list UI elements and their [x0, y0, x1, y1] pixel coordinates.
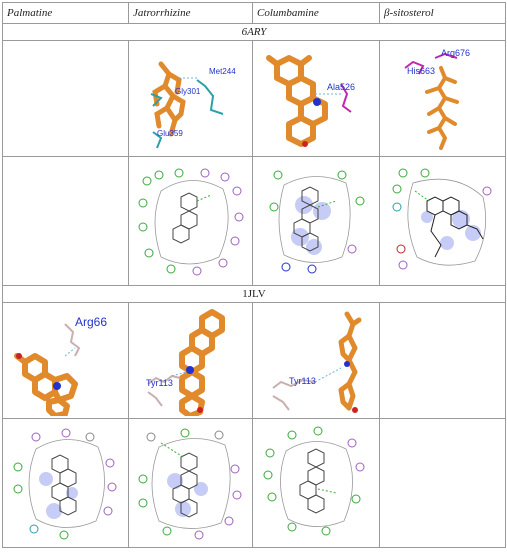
cell-6ary-columbamine-3d: Ala526 [252, 40, 380, 157]
docking-3d-columbamine-1jlv: Tyr113 [272, 311, 362, 413]
cell-1jlv-sitosterol-2d [379, 418, 506, 548]
residue-label: Arg676 [441, 48, 470, 58]
cell-1jlv-palmatine-3d: Arg66 [2, 302, 129, 419]
interaction-2d-columbamine-6ary [269, 170, 365, 274]
docking-3d-sitosterol-6ary: Arg676 His663 [403, 48, 470, 150]
cell-6ary-palmatine-2d [2, 156, 129, 286]
row-1jlv-3d: Arg66 Tyr113 [2, 302, 506, 419]
header-row: Palmatine Jatrorrhizine Columbamine β-si… [2, 2, 506, 24]
docking-3d-jatrorrhizine-1jlv: Tyr113 [146, 308, 225, 416]
row-1jlv-2d [2, 418, 506, 548]
cell-1jlv-columbamine-3d: Tyr113 [252, 302, 380, 419]
cell-6ary-columbamine-2d [252, 156, 380, 286]
section-row-1jlv: 1JLV [2, 285, 506, 303]
cell-1jlv-columbamine-2d [252, 418, 380, 548]
residue-label: Arg66 [75, 315, 107, 329]
interaction-2d-jatrorrhizine-6ary [138, 168, 243, 276]
docking-3d-palmatine-1jlv: Arg66 [13, 315, 107, 416]
section-row-6ary: 6ARY [2, 23, 506, 41]
docking-3d-columbamine-6ary: Ala526 [266, 54, 355, 147]
cell-6ary-sitosterol-2d [379, 156, 506, 286]
interaction-2d-jatrorrhizine-1jlv [138, 428, 241, 540]
cell-1jlv-jatrorrhizine-3d: Tyr113 [128, 302, 253, 419]
row-6ary-2d [2, 156, 506, 286]
interaction-2d-columbamine-1jlv [263, 426, 365, 536]
residue-label: Ala526 [327, 82, 355, 92]
cell-6ary-jatrorrhizine-3d: Met244 Gly301 Glu359 [128, 40, 253, 157]
section-label-1jlv: 1JLV [2, 285, 506, 303]
cell-6ary-sitosterol-3d: Arg676 His663 [379, 40, 506, 157]
residue-label: His663 [407, 66, 435, 76]
cell-1jlv-sitosterol-3d [379, 302, 506, 419]
row-6ary-3d: Met244 Gly301 Glu359 [2, 40, 506, 157]
residue-label: Gly301 [175, 87, 201, 96]
header-jatrorrhizine: Jatrorrhizine [128, 2, 253, 24]
cell-1jlv-jatrorrhizine-2d [128, 418, 253, 548]
residue-label: Tyr113 [146, 378, 173, 388]
cell-1jlv-palmatine-2d [2, 418, 129, 548]
residue-label: Glu359 [157, 129, 183, 138]
header-columbamine: Columbamine [252, 2, 380, 24]
header-sitosterol: β-sitosterol [379, 2, 506, 24]
docking-3d-jatrorrhizine-6ary: Met244 Gly301 Glu359 [150, 61, 236, 148]
interaction-2d-palmatine-1jlv [13, 428, 116, 540]
cell-6ary-palmatine-3d [2, 40, 129, 157]
interaction-2d-sitosterol-6ary [392, 168, 491, 270]
cell-6ary-jatrorrhizine-2d [128, 156, 253, 286]
residue-label: Met244 [209, 67, 236, 76]
header-palmatine: Palmatine [2, 2, 129, 24]
section-label-6ary: 6ARY [2, 23, 506, 41]
residue-label: Tyr113 [289, 376, 316, 386]
